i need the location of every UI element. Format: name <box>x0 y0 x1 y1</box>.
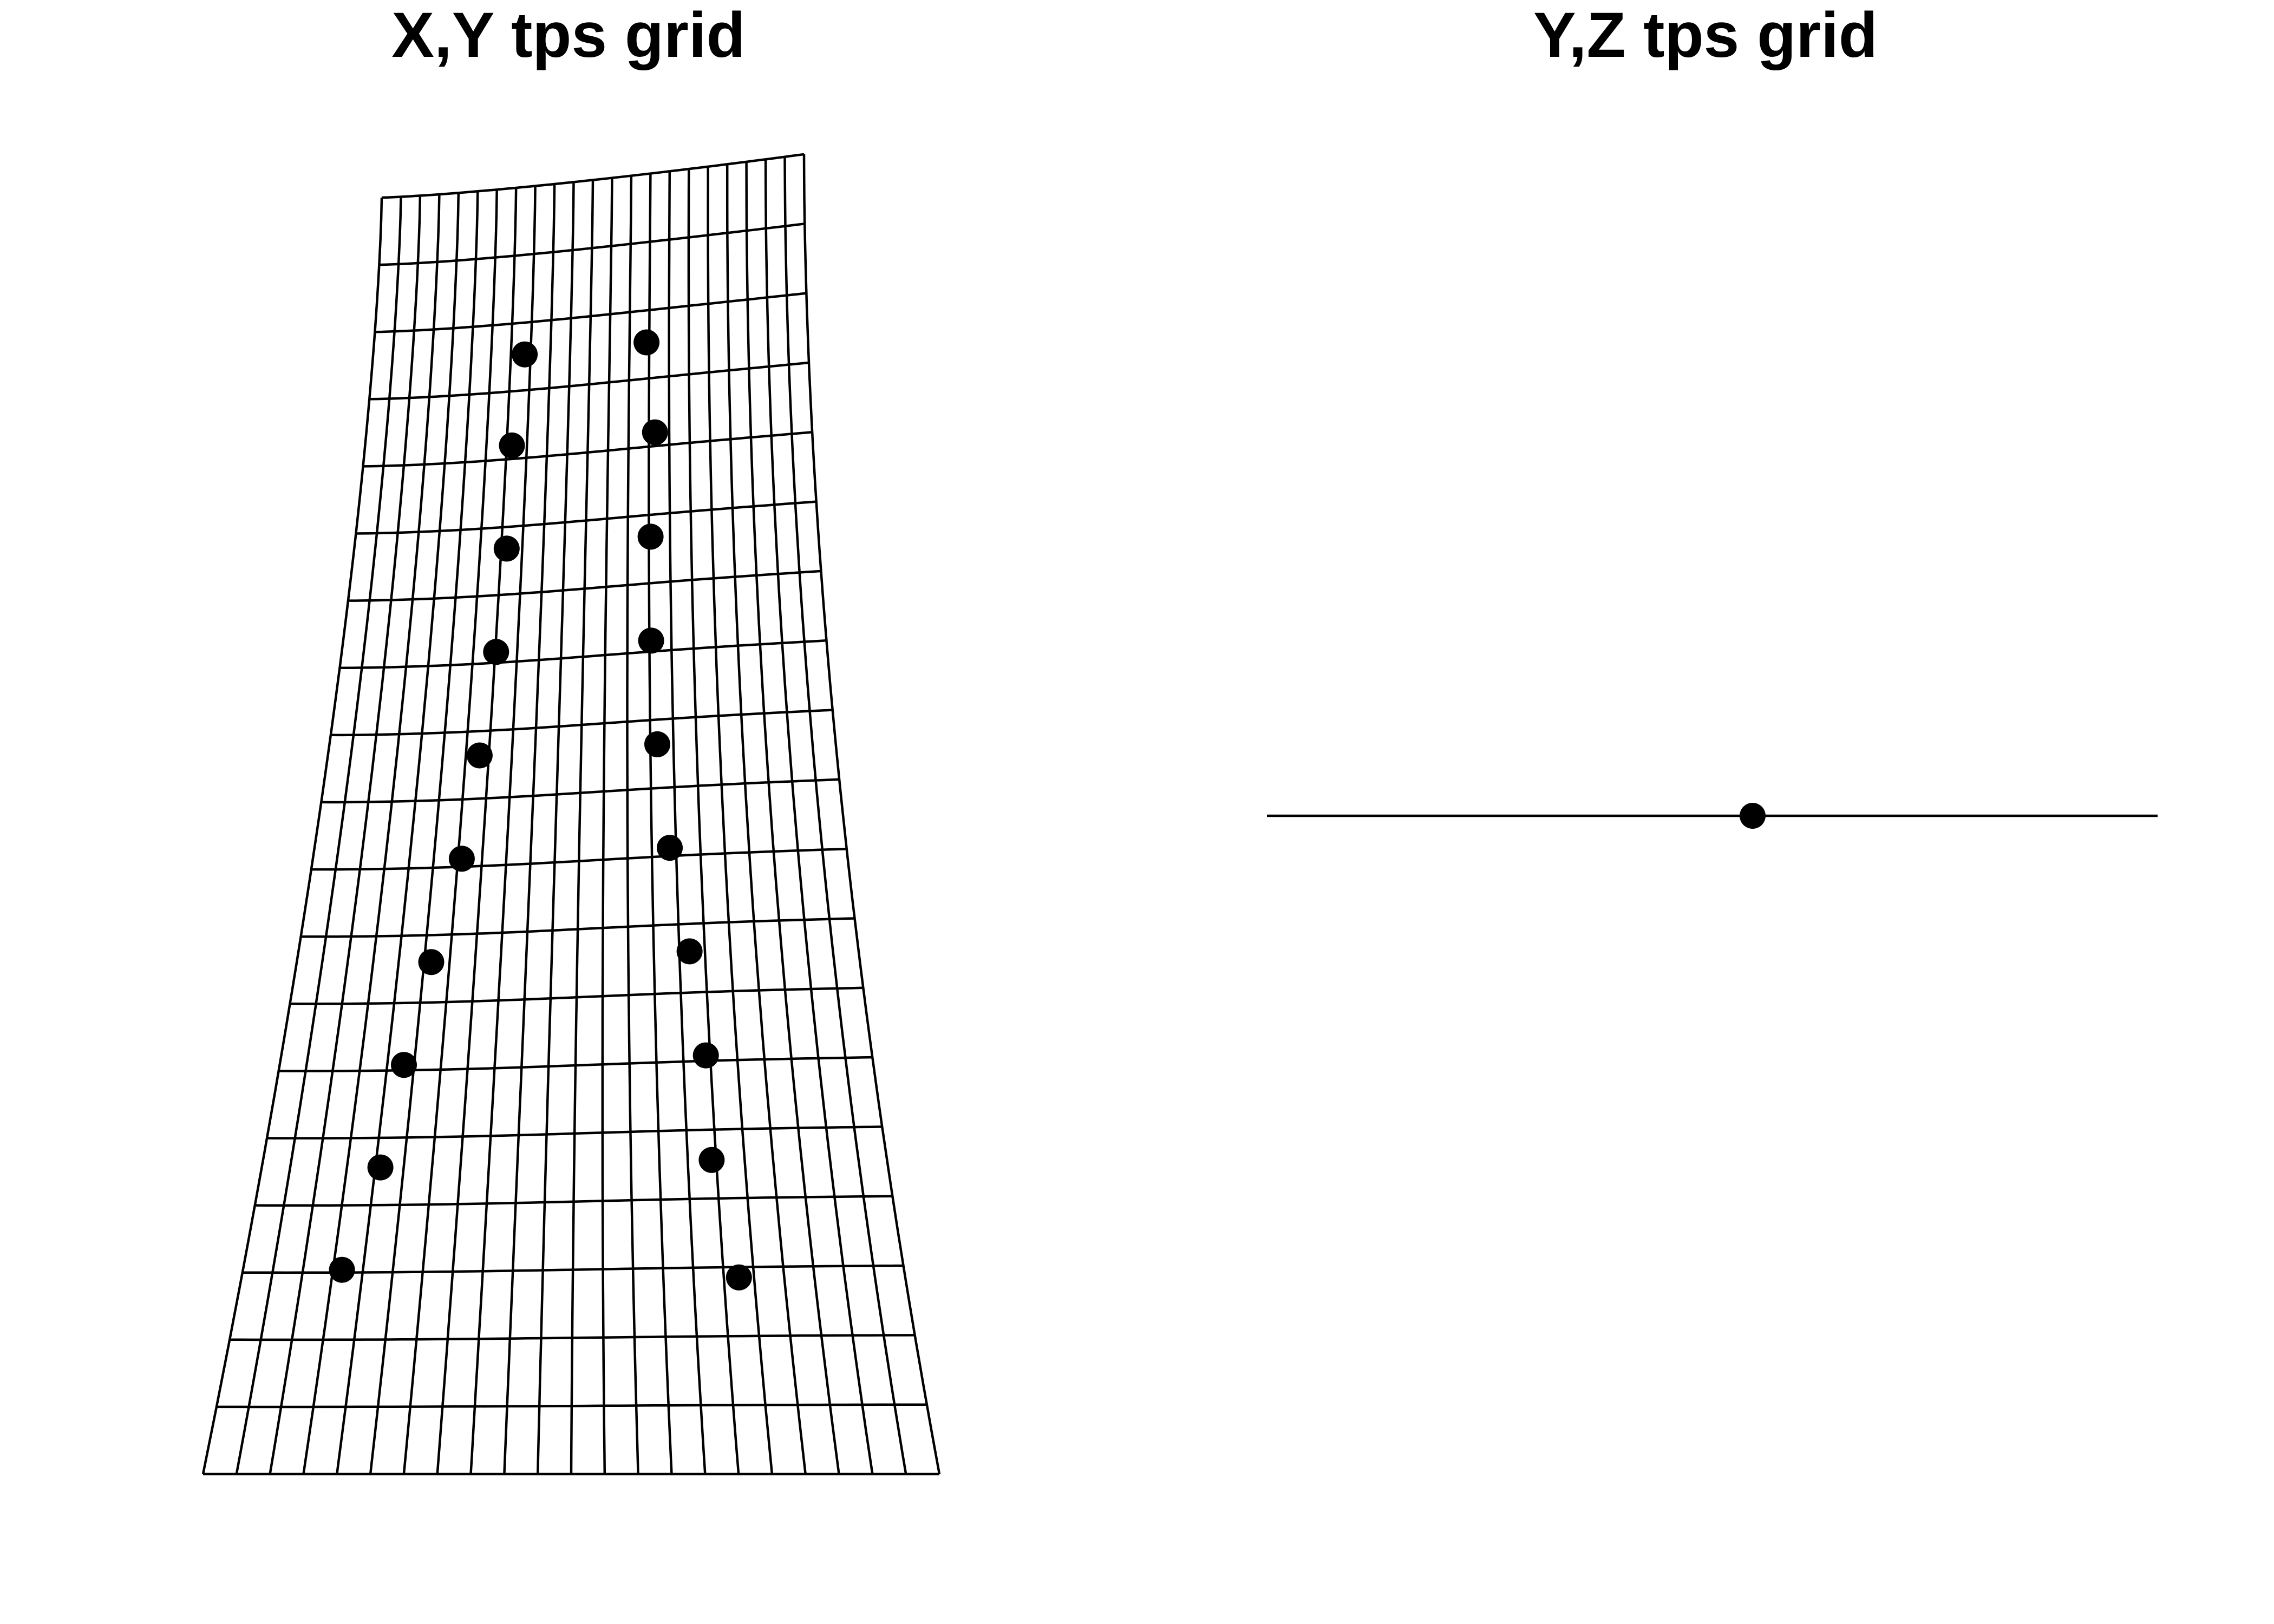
grid-column-line <box>503 184 556 1475</box>
landmark-left <box>512 341 538 368</box>
grid-row-line <box>339 639 827 669</box>
landmark-left <box>329 1256 355 1283</box>
grid-column-line <box>687 169 740 1475</box>
grid-row-line <box>230 1334 915 1341</box>
grid-column-line <box>668 171 707 1475</box>
landmark-right <box>698 1147 725 1173</box>
landmark-left <box>499 432 525 459</box>
landmark-right <box>692 1042 719 1069</box>
landmark-left <box>391 1052 417 1078</box>
grid-column-line <box>269 195 422 1475</box>
xy-landmarks <box>329 329 752 1291</box>
grid-row-line <box>348 569 821 602</box>
grid-column-line <box>726 164 807 1475</box>
xy-deformation-grid <box>201 153 941 1476</box>
grid-column-line <box>601 178 613 1475</box>
xy-panel-title: X,Y tps grid <box>391 0 746 71</box>
landmark-left <box>483 639 509 665</box>
landmark-right <box>676 938 703 965</box>
grid-column-line <box>235 197 402 1475</box>
grid-column-line <box>707 166 774 1475</box>
grid-row-line <box>330 709 833 737</box>
grid-row-line <box>311 847 847 871</box>
grid-row-line <box>363 431 813 468</box>
grid-row-line <box>278 1056 873 1072</box>
landmark-left <box>466 742 493 769</box>
grid-column-line <box>745 161 840 1475</box>
grid-row-line <box>375 292 807 333</box>
landmark-left <box>418 949 445 975</box>
grid-row-line <box>300 917 855 938</box>
landmark-right <box>633 329 660 356</box>
grid-row-line <box>254 1195 893 1207</box>
landmark-right <box>644 731 670 757</box>
yz-panel-title: Y,Z tps grid <box>1533 0 1878 71</box>
grid-column-line <box>764 159 874 1475</box>
yz-landmark <box>1740 803 1766 829</box>
grid-column-line <box>783 156 907 1475</box>
landmark-right <box>726 1264 752 1291</box>
grid-column-line <box>469 186 537 1475</box>
grid-column-line <box>626 175 639 1475</box>
landmark-left <box>493 535 520 562</box>
grid-column-line <box>336 193 460 1475</box>
landmark-left <box>448 846 475 872</box>
landmark-right <box>642 419 668 446</box>
grid-column-line <box>536 182 575 1475</box>
grid-row-line <box>267 1125 883 1140</box>
grid-column-line <box>369 191 479 1475</box>
grid-column-line <box>648 173 673 1475</box>
grid-column-line <box>570 180 594 1475</box>
grid-column-line <box>436 187 518 1475</box>
grid-row-line <box>321 778 840 804</box>
grid-column-line <box>802 154 941 1475</box>
grid-column-line <box>201 197 383 1475</box>
yz-deformation-grid <box>1267 803 2158 829</box>
landmark-right <box>657 835 683 861</box>
grid-row-line <box>216 1403 927 1409</box>
landmark-right <box>638 627 664 654</box>
landmark-right <box>637 523 664 550</box>
grid-row-line <box>379 222 805 266</box>
grid-row-line <box>290 986 864 1005</box>
landmark-left <box>367 1154 394 1181</box>
grid-row-line <box>356 500 816 535</box>
grid-column-line <box>402 189 498 1475</box>
grid-row-line <box>369 361 809 401</box>
grid-row-line <box>381 153 805 199</box>
